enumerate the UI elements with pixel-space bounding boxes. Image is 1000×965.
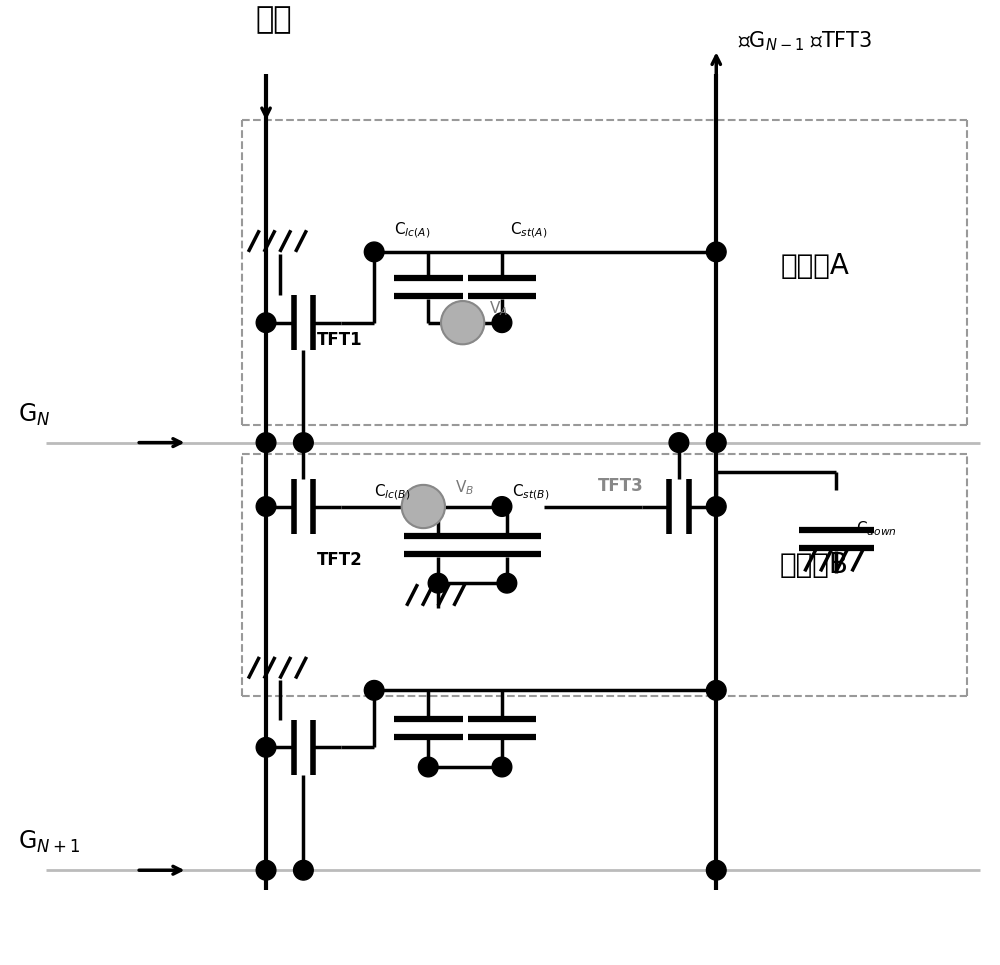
Circle shape	[364, 680, 384, 701]
Text: 子像素A: 子像素A	[780, 252, 849, 280]
Text: G$_N$: G$_N$	[18, 401, 51, 427]
Circle shape	[256, 313, 276, 333]
Circle shape	[418, 758, 438, 777]
Text: C$_{lc(A)}$: C$_{lc(A)}$	[394, 220, 430, 240]
Text: C$_{down}$: C$_{down}$	[856, 520, 897, 538]
Circle shape	[256, 861, 276, 880]
Circle shape	[256, 497, 276, 516]
Circle shape	[706, 861, 726, 880]
Text: TFT1: TFT1	[317, 331, 363, 348]
Text: C$_{st(A)}$: C$_{st(A)}$	[510, 220, 547, 240]
Text: 到G$_{N-1}$ 的TFT3: 到G$_{N-1}$ 的TFT3	[738, 30, 872, 53]
Circle shape	[706, 242, 726, 262]
Text: C$_{st(B)}$: C$_{st(B)}$	[512, 482, 549, 502]
Circle shape	[669, 432, 689, 453]
Circle shape	[294, 432, 313, 453]
Circle shape	[706, 497, 726, 516]
Text: TFT3: TFT3	[598, 477, 644, 495]
Circle shape	[256, 432, 276, 453]
Text: TFT2: TFT2	[317, 551, 363, 568]
Text: G$_{N+1}$: G$_{N+1}$	[18, 829, 80, 856]
Circle shape	[706, 680, 726, 701]
Circle shape	[364, 242, 384, 262]
Circle shape	[402, 484, 445, 528]
Text: V$_A$: V$_A$	[489, 299, 508, 317]
Text: C$_{lc(B)}$: C$_{lc(B)}$	[374, 482, 411, 502]
Circle shape	[294, 861, 313, 880]
Text: V$_B$: V$_B$	[455, 478, 474, 497]
Circle shape	[706, 432, 726, 453]
Circle shape	[492, 313, 512, 333]
Circle shape	[497, 573, 517, 593]
Circle shape	[441, 301, 484, 345]
Circle shape	[492, 758, 512, 777]
Circle shape	[428, 573, 448, 593]
Circle shape	[492, 497, 512, 516]
Text: 数据: 数据	[256, 6, 292, 35]
Circle shape	[256, 737, 276, 758]
Text: 子像素B: 子像素B	[780, 551, 849, 580]
